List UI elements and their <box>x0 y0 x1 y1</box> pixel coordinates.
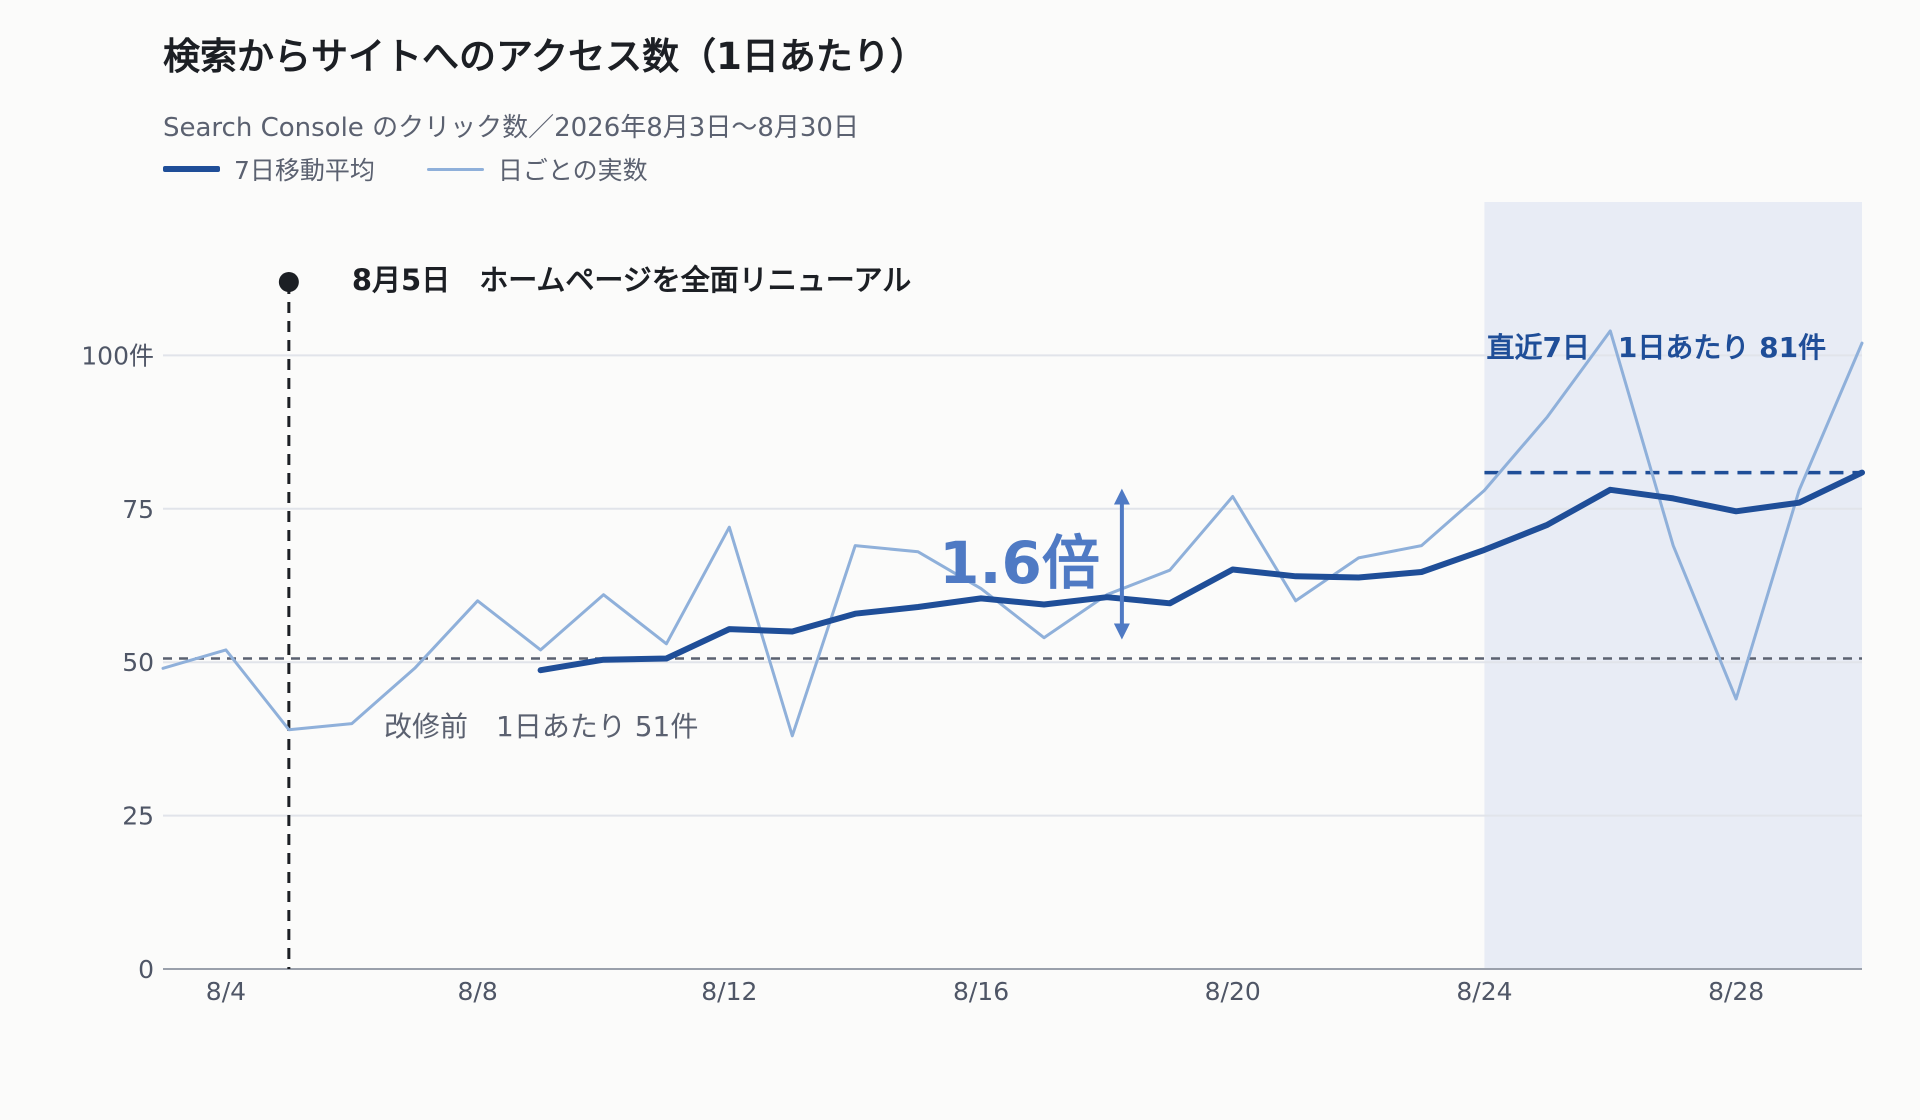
recent-annotation: 直近7日 1日あたり 81件 <box>1486 331 1826 364</box>
legend-label-moving-average: 7日移動平均 <box>234 156 375 185</box>
legend-swatch-daily <box>426 167 484 171</box>
legend-label-daily: 日ごとの実数 <box>497 156 648 185</box>
y-tick-label: 75 <box>122 495 154 524</box>
series-line-moving-average <box>537 469 1865 674</box>
x-tick-label: 8/8 <box>458 977 498 1006</box>
chart-title: 検索からサイトへのアクセス数（1日あたり） <box>163 35 927 78</box>
legend-item-daily: 日ごとの実数 <box>426 151 648 187</box>
y-tick-label: 50 <box>122 648 154 677</box>
x-tick-label: 8/4 <box>206 977 246 1006</box>
y-tick-label: 25 <box>122 802 154 831</box>
x-tick-label: 8/16 <box>953 977 1009 1006</box>
x-tick-label: 8/28 <box>1708 977 1764 1006</box>
series-line-daily <box>161 329 1864 738</box>
baseline-annotation: 改修前 1日あたり 51件 <box>384 710 698 743</box>
event-marker-dot <box>278 272 299 292</box>
chart-legend: 7日移動平均 日ごとの実数 <box>163 151 700 187</box>
x-tick-label: 8/12 <box>701 977 757 1006</box>
y-tick-label: 100件 <box>81 341 154 370</box>
legend-item-moving-average: 7日移動平均 <box>163 151 375 187</box>
y-tick-label: 0 <box>138 955 154 984</box>
x-tick-label: 8/24 <box>1456 977 1512 1006</box>
x-tick-label: 8/20 <box>1205 977 1261 1006</box>
recent-period-band <box>1484 202 1862 969</box>
chart-subtitle: Search Console のクリック数／2026年8月3日〜8月30日 <box>163 113 859 143</box>
event-annotation: 8月5日 ホームページを全面リニューアル <box>352 263 911 297</box>
ratio-annotation: 1.6倍 <box>939 529 1100 597</box>
legend-swatch-moving-average <box>163 166 220 172</box>
